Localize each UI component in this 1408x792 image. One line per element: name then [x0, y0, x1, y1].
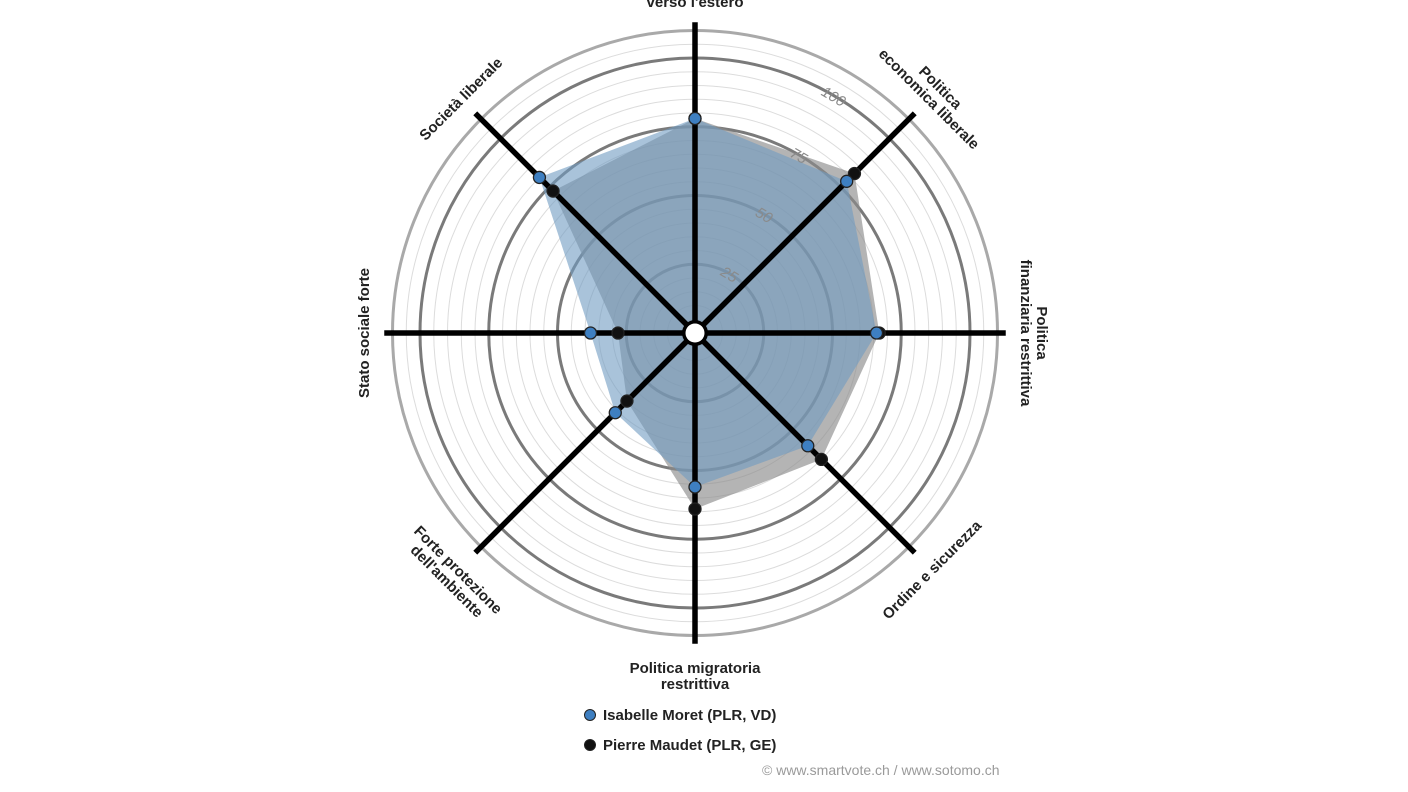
legend-item-maudet: Pierre Maudet (PLR, GE) — [584, 730, 776, 760]
center-hub-inner — [685, 323, 705, 343]
data-point — [688, 480, 702, 494]
legend-label: Pierre Maudet (PLR, GE) — [603, 736, 777, 754]
data-point — [869, 326, 884, 340]
tick-label: 25 — [717, 263, 741, 287]
axis-label: restrittiva — [661, 676, 730, 693]
legend-label: Isabelle Moret (PLR, VD) — [603, 706, 777, 724]
axis-label: verso l'estero — [647, 0, 744, 11]
axis-label-group: Aperturaverso l'estero — [647, 0, 744, 11]
axis-label: finanziaria restrittiva — [1017, 260, 1034, 407]
axis-label: Politica — [1033, 306, 1050, 360]
legend-marker-black — [584, 739, 596, 751]
data-point — [688, 502, 702, 516]
source-credit: © www.smartvote.ch / www.sotomo.ch — [762, 762, 1000, 778]
data-point — [840, 174, 854, 188]
legend: Isabelle Moret (PLR, VD) Pierre Maudet (… — [584, 700, 776, 760]
data-point — [620, 394, 634, 408]
data-point — [801, 439, 815, 453]
tick-label: 100 — [818, 83, 849, 111]
data-point — [688, 111, 702, 126]
axis-label: Politica migratoria — [630, 660, 762, 677]
axis-spoke — [473, 111, 697, 335]
axis-spoke — [693, 111, 917, 335]
series-area — [539, 118, 877, 487]
data-point — [532, 170, 547, 185]
data-point — [611, 326, 625, 340]
area-layer — [539, 118, 880, 509]
legend-item-moret: Isabelle Moret (PLR, VD) — [584, 700, 776, 730]
axis-spoke — [473, 331, 697, 555]
axis-label-group: Stato sociale forte — [356, 268, 373, 398]
data-point — [546, 184, 560, 198]
data-point — [583, 326, 598, 340]
spoke-layer — [384, 22, 1006, 644]
data-point — [608, 406, 622, 420]
axis-label: Stato sociale forte — [356, 268, 373, 398]
data-point — [847, 166, 862, 181]
point-layer — [532, 111, 886, 516]
data-point — [814, 452, 829, 467]
legend-marker-blue — [584, 709, 596, 721]
